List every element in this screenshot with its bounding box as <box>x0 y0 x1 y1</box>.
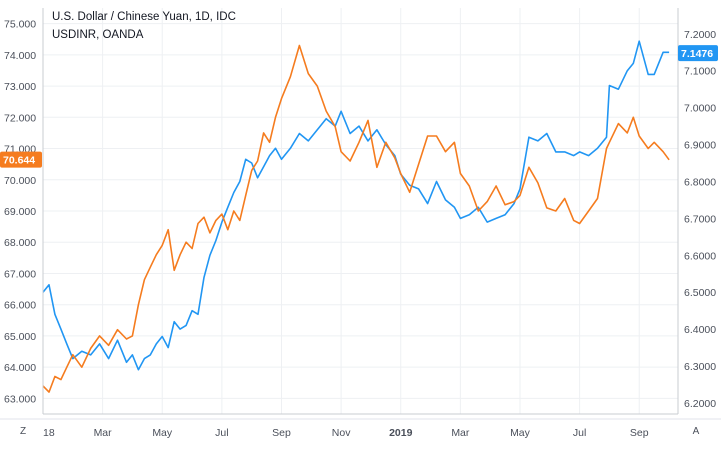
chart-title: U.S. Dollar / Chinese Yuan, 1D, IDC <box>52 11 236 23</box>
right-tick-label: 6.3000 <box>684 361 716 373</box>
x-tick-label: Mar <box>94 427 113 439</box>
x-tick-label: Jul <box>573 427 586 439</box>
x-tick-label: May <box>510 427 531 439</box>
chart-subtitle: USDINR, OANDA <box>52 29 144 41</box>
right-tick-label: 6.8000 <box>684 176 716 188</box>
x-tick-label: 18 <box>43 427 55 439</box>
last-value-label-usdcny-bg <box>678 45 718 62</box>
right-tick-label: 6.5000 <box>684 287 716 299</box>
last-value-label-usdinr: 70.644 <box>3 155 35 167</box>
right-tick-label: 7.2000 <box>684 29 716 41</box>
left-tick-label: 65.000 <box>4 331 36 343</box>
left-tick-label: 64.000 <box>4 362 36 374</box>
left-tick-label: 63.000 <box>4 393 36 405</box>
left-tick-label: 72.000 <box>4 112 36 124</box>
series-group <box>42 40 670 393</box>
right-tick-label: 6.9000 <box>684 140 716 152</box>
right-tick-label: 6.2000 <box>684 398 716 410</box>
left-tick-label: 73.000 <box>4 81 36 93</box>
x-tick-label: Mar <box>451 427 470 439</box>
right-tick-label: 7.1000 <box>684 66 716 78</box>
left-tick-label: 75.000 <box>4 19 36 31</box>
x-tick-label: Sep <box>272 427 291 439</box>
autoscale-button[interactable]: A <box>692 426 700 437</box>
last-value-label-usdinr-bg <box>0 151 42 168</box>
right-tick-label: 6.6000 <box>684 250 716 262</box>
left-tick-label: 68.000 <box>4 237 36 249</box>
series-line-usdinr <box>42 44 670 393</box>
left-tick-label: 67.000 <box>4 268 36 280</box>
right-tick-label: 6.4000 <box>684 324 716 336</box>
x-tick-label: 2019 <box>389 427 413 439</box>
last-value-label-usdcny: 7.1476 <box>681 48 713 60</box>
left-tick-label: 74.000 <box>4 50 36 62</box>
x-tick-label: Jul <box>215 427 228 439</box>
right-tick-label: 7.0000 <box>684 103 716 115</box>
series-line-usdcny <box>42 40 670 371</box>
x-tick-label: Nov <box>332 427 351 439</box>
left-tick-label: 66.000 <box>4 300 36 312</box>
axes[interactable]: 63.000 64.000 65.000 66.000 67.000 68.000 69.0… <box>0 8 721 439</box>
x-tick-label: May <box>152 427 173 439</box>
left-tick-label: 70.000 <box>4 175 36 187</box>
zoom-button[interactable]: Z <box>19 426 27 437</box>
left-tick-label: 69.000 <box>4 206 36 218</box>
right-tick-label: 6.7000 <box>684 213 716 225</box>
x-tick-label: Sep <box>630 427 649 439</box>
